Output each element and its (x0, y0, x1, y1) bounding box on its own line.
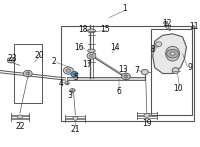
Circle shape (70, 88, 75, 92)
Circle shape (71, 72, 78, 77)
Circle shape (89, 54, 93, 57)
Text: 19: 19 (142, 119, 152, 128)
Circle shape (73, 116, 78, 120)
Bar (14, 44, 42, 103)
Text: 18: 18 (79, 25, 88, 34)
Text: 12: 12 (162, 19, 171, 28)
Circle shape (23, 70, 32, 77)
Circle shape (65, 81, 69, 85)
Circle shape (87, 53, 96, 59)
Text: 21: 21 (71, 125, 80, 134)
Text: 6: 6 (117, 87, 121, 96)
Circle shape (167, 49, 179, 58)
Polygon shape (153, 34, 186, 74)
Circle shape (122, 73, 130, 80)
Text: 9: 9 (188, 63, 193, 72)
Circle shape (17, 115, 22, 119)
Bar (61, 26, 194, 121)
Circle shape (156, 42, 162, 46)
Text: 4: 4 (59, 79, 64, 88)
Text: 1: 1 (123, 4, 127, 13)
Text: 10: 10 (174, 84, 183, 93)
Circle shape (7, 58, 14, 63)
Circle shape (144, 113, 150, 117)
Circle shape (164, 21, 168, 24)
Circle shape (192, 26, 195, 29)
Bar (67, 77, 145, 80)
Circle shape (73, 73, 76, 75)
Text: 20: 20 (35, 51, 44, 60)
Text: 14: 14 (110, 42, 120, 52)
Ellipse shape (166, 46, 180, 61)
Text: 3: 3 (67, 91, 72, 100)
Circle shape (26, 72, 30, 75)
Text: 17: 17 (82, 60, 92, 69)
Text: 13: 13 (118, 65, 128, 74)
Text: 23: 23 (7, 54, 17, 63)
Circle shape (170, 52, 175, 55)
Ellipse shape (172, 68, 179, 74)
Text: 15: 15 (100, 25, 110, 34)
Circle shape (63, 67, 73, 74)
Bar (151, 29, 192, 115)
Text: 16: 16 (75, 42, 84, 52)
Ellipse shape (87, 29, 95, 33)
Text: 22: 22 (15, 122, 25, 131)
Text: 8: 8 (150, 45, 155, 55)
Text: 5: 5 (73, 73, 78, 82)
Text: 11: 11 (190, 22, 199, 31)
Circle shape (141, 69, 148, 75)
Text: 7: 7 (134, 66, 139, 75)
Circle shape (124, 75, 128, 78)
Circle shape (66, 69, 71, 72)
Text: 2: 2 (51, 57, 56, 66)
Ellipse shape (88, 49, 95, 52)
